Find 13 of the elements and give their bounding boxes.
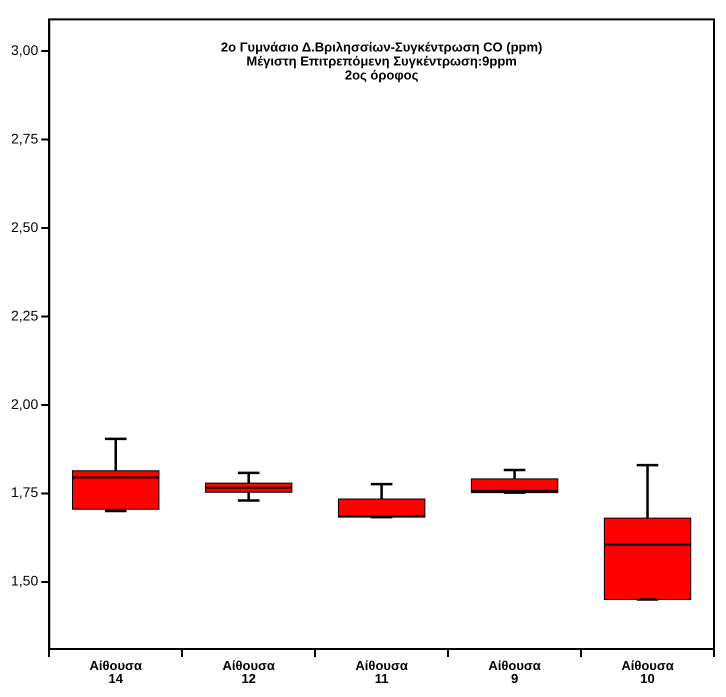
y-tick-label: 3,00 bbox=[11, 42, 38, 58]
x-tick-label: Αίθουσα 14 bbox=[90, 658, 142, 686]
y-tick-label: 1,50 bbox=[11, 572, 38, 589]
y-tick-label: 2,50 bbox=[11, 218, 38, 235]
y-tick-label: 2,25 bbox=[11, 307, 38, 324]
x-tick-label: Αίθουσα 11 bbox=[355, 658, 408, 686]
y-tick-label: 2,75 bbox=[11, 130, 38, 147]
x-tick-label: Αίθουσα 9 bbox=[488, 658, 541, 686]
y-tick-label: 2,00 bbox=[11, 396, 38, 412]
x-tick-label: Αίθουσα 10 bbox=[621, 658, 674, 686]
y-tick-label: 1,75 bbox=[11, 484, 38, 500]
text: 2ο Γυμνάσιο Δ.Βριλησσίων-Συγκέντρωση CO (ppm) Μέγιστη Επιτρεπόμενη Συγκέντρωση:9ppm 2ος όροφος bbox=[220, 39, 542, 82]
x-tick-label: Αίθουσα 12 bbox=[222, 658, 275, 686]
